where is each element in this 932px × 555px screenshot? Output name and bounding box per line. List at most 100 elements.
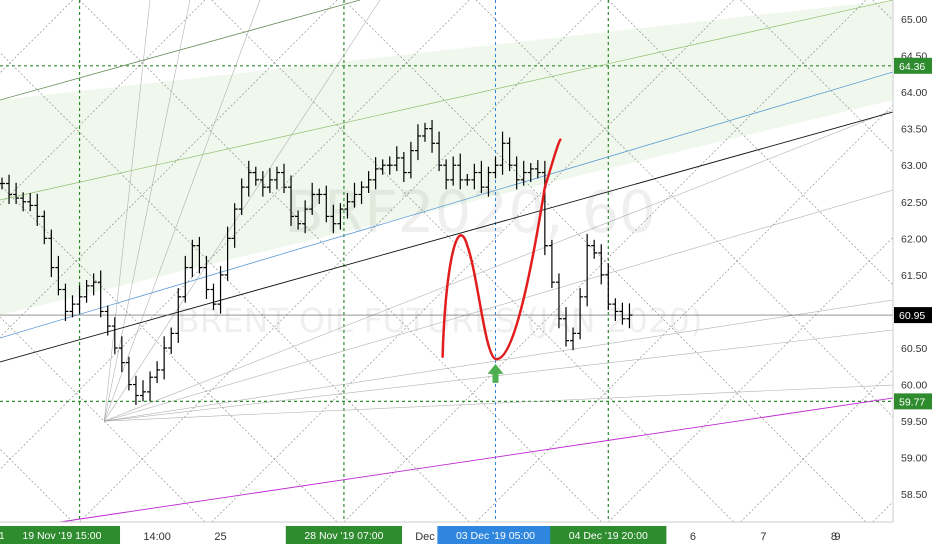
channel-line-blue <box>0 71 894 339</box>
time-tick-label: 9 <box>834 531 840 543</box>
ohlc-bar <box>259 171 266 197</box>
fan-line-8 <box>104 384 894 422</box>
ohlc-bar <box>189 239 196 278</box>
ohlc-bar <box>591 239 598 259</box>
time-tick-label: 8 <box>831 531 837 543</box>
ohlc-bar <box>90 273 97 296</box>
ohlc-bar <box>379 159 386 175</box>
ohlc-bar <box>281 163 287 194</box>
date-badge-label: 04 Dec '19 20:00 <box>569 530 648 542</box>
channel-line-upper <box>0 0 361 101</box>
ohlc-bar <box>6 174 13 204</box>
watermark-name: BRENT OIL FUTURES (JAN 2020) <box>177 301 703 340</box>
date-badge-label: 28 Nov '19 07:00 <box>304 530 383 542</box>
price-badge <box>894 57 932 74</box>
price-tick-label: 59.00 <box>901 453 927 465</box>
time-tick-label: Dec <box>415 531 435 543</box>
gann-diagonal-up <box>475 65 932 523</box>
ohlc-bar <box>548 239 555 289</box>
ohlc-bar <box>414 124 421 161</box>
price-tick-label: 62.00 <box>901 233 927 245</box>
ohlc-bar <box>266 168 273 194</box>
ohlc-bar <box>358 181 365 204</box>
ohlc-bar <box>577 288 584 340</box>
ohlc-bar <box>478 160 485 194</box>
price-tick-label: 63.00 <box>901 160 927 172</box>
ohlc-bar <box>0 177 5 190</box>
ohlc-bar <box>527 163 534 183</box>
ohlc-bar <box>161 336 168 380</box>
ohlc-bar <box>485 166 492 197</box>
date-badge-label: 19 Nov '19 15:00 <box>22 530 101 542</box>
ohlc-bar <box>288 175 295 226</box>
ohlc-bar <box>429 119 436 153</box>
date-badge <box>3 526 121 544</box>
ohlc-bar <box>245 160 252 197</box>
fan-line-7 <box>104 329 894 422</box>
date-badge <box>550 526 667 544</box>
ohlc-bar <box>598 244 605 285</box>
price-tick-label: 65.00 <box>901 14 927 26</box>
ohlc-bar <box>330 204 337 234</box>
ohlc-bar <box>252 166 259 186</box>
fan-line-6 <box>104 299 894 422</box>
ohlc-bar <box>97 270 104 318</box>
ohlc-bar <box>203 255 210 300</box>
ohlc-bar <box>457 153 464 190</box>
price-tick-label: 61.50 <box>901 270 927 282</box>
ohlc-bar <box>273 166 280 190</box>
fan-line-2 <box>103 0 191 422</box>
ohlc-bar <box>351 182 358 208</box>
gann-diagonal-up <box>0 0 338 338</box>
ohlc-bar <box>365 171 372 194</box>
ohlc-bar <box>337 203 344 230</box>
ohlc-bar <box>34 193 41 226</box>
time-tick-label: 14:00 <box>143 531 171 543</box>
price-bars-layer <box>0 119 633 406</box>
ohlc-bar <box>520 160 527 186</box>
ohlc-bar <box>534 160 541 179</box>
ohlc-bar <box>570 327 577 351</box>
price-tick-label: 58.50 <box>901 489 927 501</box>
ohlc-bar <box>584 233 591 307</box>
ohlc-bar <box>513 156 520 190</box>
green-up-arrow-icon <box>487 363 504 383</box>
ohlc-bar <box>619 302 626 325</box>
annotation-layer <box>441 138 562 383</box>
ohlc-bar <box>83 280 90 303</box>
channel-line-black <box>0 111 894 363</box>
price-tick-label: 60.50 <box>901 343 927 355</box>
ohlc-bar <box>27 193 34 212</box>
ohlc-bar <box>393 146 400 172</box>
fan-lines-layer <box>0 0 894 523</box>
price-badge-label: 60.95 <box>899 310 925 322</box>
magenta-line <box>59 397 894 523</box>
ohlc-bar <box>104 305 111 336</box>
ohlc-bar <box>154 361 161 384</box>
fan-line-1 <box>103 0 261 422</box>
ohlc-bar <box>471 163 478 190</box>
ohlc-bar <box>443 159 450 190</box>
price-badge <box>894 307 932 324</box>
ohlc-bar <box>323 185 330 223</box>
ohlc-bar <box>62 283 69 321</box>
price-tick-label: 62.50 <box>901 197 927 209</box>
ohlc-bar <box>132 375 139 406</box>
ohlc-bar <box>436 131 443 172</box>
time-tick-label: 7 <box>760 531 766 543</box>
price-axis-background <box>893 0 932 550</box>
ohlc-bar <box>41 210 48 245</box>
ohlc-bar <box>217 266 224 314</box>
ohlc-bar <box>563 307 569 347</box>
price-tick-label: 59.50 <box>901 416 927 428</box>
gann-diagonal-up <box>79 0 602 523</box>
fan-line-5 <box>104 189 894 422</box>
ohlc-bar <box>231 203 238 248</box>
price-tick-label: 60.00 <box>901 380 927 392</box>
ohlc-bar <box>55 255 62 296</box>
time-tick-label: 25 <box>214 531 226 543</box>
